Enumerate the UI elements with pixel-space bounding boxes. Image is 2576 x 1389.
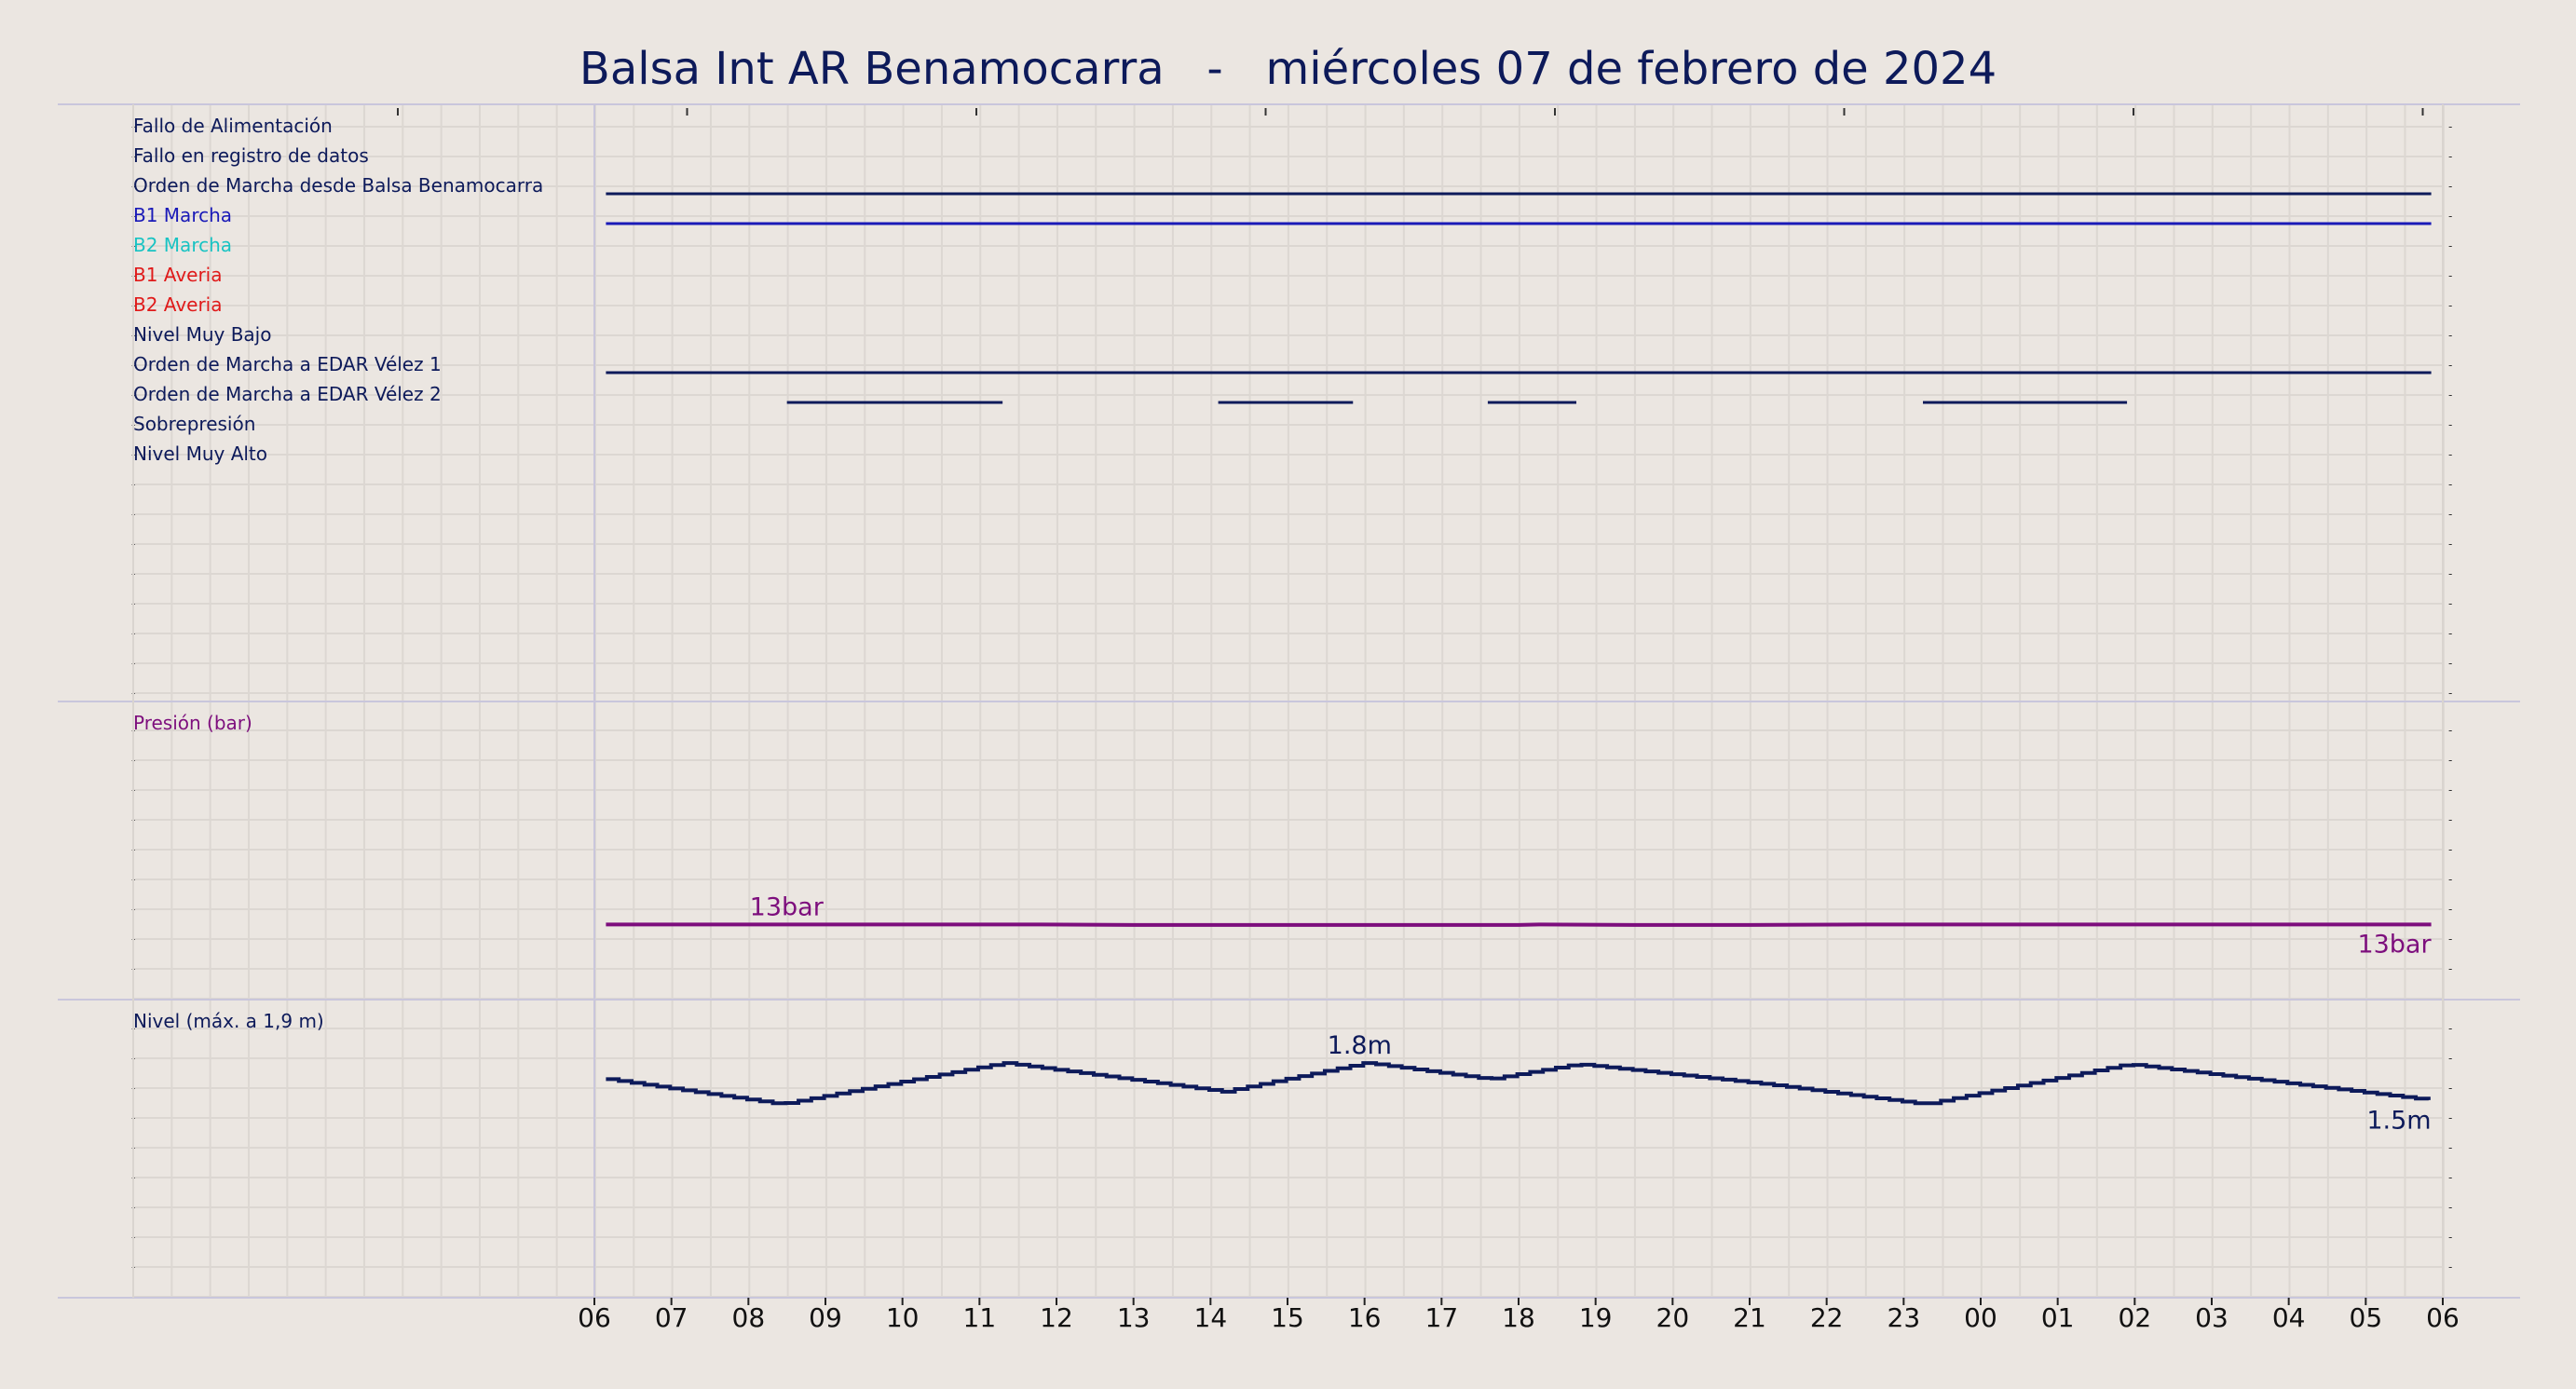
signal-label: Fallo en registro de datos bbox=[133, 144, 369, 167]
x-tick-label: 13 bbox=[1117, 1302, 1151, 1333]
x-tick-label: 20 bbox=[1656, 1302, 1690, 1333]
signal-label: B2 Averia bbox=[133, 293, 223, 316]
tick-mark-right: - bbox=[2448, 239, 2452, 252]
tick-mark-right: - bbox=[2448, 687, 2452, 700]
x-tick-label: 19 bbox=[1579, 1302, 1613, 1333]
tick-mark-right: - bbox=[2448, 1201, 2452, 1214]
x-tick-label: 17 bbox=[1425, 1302, 1459, 1333]
pressure-label: Presión (bar) bbox=[133, 712, 252, 734]
tick-mark-right: - bbox=[2448, 418, 2452, 431]
signal-label: Orden de Marcha a EDAR Vélez 2 bbox=[133, 383, 442, 405]
x-tick-label: 07 bbox=[655, 1302, 688, 1333]
signal-label: Fallo de Alimentación bbox=[133, 115, 333, 137]
tick-mark-right: - bbox=[2448, 210, 2452, 223]
pressure-series-line bbox=[606, 922, 2432, 927]
x-tick-label: 11 bbox=[963, 1302, 997, 1333]
x-tick-label: 09 bbox=[809, 1302, 842, 1333]
tick-mark-right: - bbox=[2448, 359, 2452, 372]
tick-mark-right: - bbox=[2448, 478, 2452, 491]
level-series-line bbox=[606, 1061, 2431, 1106]
signal-label: Nivel Muy Alto bbox=[133, 443, 267, 465]
tick-mark-right: - bbox=[2448, 269, 2452, 282]
tick-mark-right: - bbox=[2448, 508, 2452, 521]
tick-mark-right: - bbox=[2448, 388, 2452, 402]
tick-mark-right: - bbox=[2448, 903, 2452, 916]
tick-mark-right: - bbox=[2448, 538, 2452, 551]
x-tick-label: 23 bbox=[1888, 1302, 1921, 1333]
tick-mark-right: - bbox=[2448, 783, 2452, 797]
x-tick-label: 06 bbox=[578, 1302, 611, 1333]
x-tick-label: 00 bbox=[1964, 1302, 1997, 1333]
x-tick-label: 16 bbox=[1348, 1302, 1382, 1333]
tick-mark-right: - bbox=[2448, 120, 2452, 133]
tick-mark-right: - bbox=[2448, 597, 2452, 610]
tick-mark-right: - bbox=[2448, 448, 2452, 461]
x-tick-label: 10 bbox=[886, 1302, 920, 1333]
x-tick-label: 02 bbox=[2119, 1302, 2152, 1333]
tick-mark-right: - bbox=[2448, 813, 2452, 826]
signal-label: Sobrepresión bbox=[133, 413, 255, 435]
pressure-annotation: 13bar bbox=[750, 892, 825, 921]
x-tick-label: 06 bbox=[2426, 1302, 2460, 1333]
digital-signals-panel: Fallo de Alimentación Fallo en registro d… bbox=[133, 115, 2432, 465]
x-tick-label: 18 bbox=[1502, 1302, 1535, 1333]
chart-title: Balsa Int AR Benamocarra - miércoles 07 … bbox=[579, 43, 1997, 95]
x-tick-label: 15 bbox=[1271, 1302, 1304, 1333]
panel-frames bbox=[58, 103, 2520, 1299]
tick-mark-right: - bbox=[2448, 1231, 2452, 1244]
level-annotation: 1.5m bbox=[2366, 1106, 2431, 1135]
tick-mark-right: - bbox=[2448, 180, 2452, 193]
tick-mark-right: - bbox=[2448, 843, 2452, 856]
tick-mark-right: - bbox=[2448, 1052, 2452, 1065]
x-tick-label: 05 bbox=[2350, 1302, 2383, 1333]
signal-label: Orden de Marcha desde Balsa Benamocarra bbox=[133, 174, 543, 197]
signal-label: Nivel Muy Bajo bbox=[133, 323, 271, 346]
tick-mark-right: - bbox=[2448, 873, 2452, 886]
x-tick-label: 08 bbox=[732, 1302, 766, 1333]
x-tick-label: 01 bbox=[2041, 1302, 2075, 1333]
tick-mark-right: - bbox=[2448, 1141, 2452, 1154]
x-tick-label: 21 bbox=[1733, 1302, 1766, 1333]
x-tick-label: 04 bbox=[2272, 1302, 2306, 1333]
tick-mark-right: - bbox=[2448, 933, 2452, 946]
signal-label: B2 Marcha bbox=[133, 234, 232, 256]
tick-mark-right: - bbox=[2448, 724, 2452, 737]
tick-mark-right: - bbox=[2448, 150, 2452, 163]
tick-mark-right: - bbox=[2448, 1082, 2452, 1095]
tick-mark-right: - bbox=[2448, 1111, 2452, 1124]
x-tick-label: 12 bbox=[1040, 1302, 1073, 1333]
signal-label: B1 Averia bbox=[133, 264, 223, 286]
pressure-panel: Presión (bar) 13bar 13bar bbox=[133, 712, 2432, 959]
level-label: Nivel (máx. a 1,9 m) bbox=[133, 1010, 324, 1032]
tick-mark-right: - bbox=[2448, 962, 2452, 975]
tick-mark-right: - bbox=[2448, 299, 2452, 312]
x-axis: 06 07 08 09 10 11 12 13 14 15 16 17 18 19 20 21 22 23 00 01… bbox=[578, 1298, 2460, 1333]
tick-mark-right: - bbox=[2448, 1171, 2452, 1184]
level-panel: Nivel (máx. a 1,9 m) 1.8m 1.5m bbox=[133, 1010, 2432, 1135]
tick-mark-right: - bbox=[2448, 1260, 2452, 1273]
signal-label: B1 Marcha bbox=[133, 204, 232, 226]
x-tick-label: 22 bbox=[1810, 1302, 1844, 1333]
signal-label: Orden de Marcha a EDAR Vélez 1 bbox=[133, 353, 442, 375]
tick-mark-right: - bbox=[2448, 657, 2452, 670]
level-annotation: 1.8m bbox=[1328, 1031, 1392, 1060]
tick-mark-right: - bbox=[2448, 567, 2452, 580]
pressure-annotation: 13bar bbox=[2357, 930, 2432, 959]
tick-mark-right: - bbox=[2448, 754, 2452, 767]
x-tick-label: 03 bbox=[2195, 1302, 2228, 1333]
x-tick-label: 14 bbox=[1194, 1302, 1228, 1333]
tick-mark-right: - bbox=[2448, 329, 2452, 342]
grid-lines: ----------------------------------------… bbox=[131, 104, 2452, 1303]
tick-mark-right: - bbox=[2448, 1022, 2452, 1035]
tick-mark-right: - bbox=[2448, 627, 2452, 640]
